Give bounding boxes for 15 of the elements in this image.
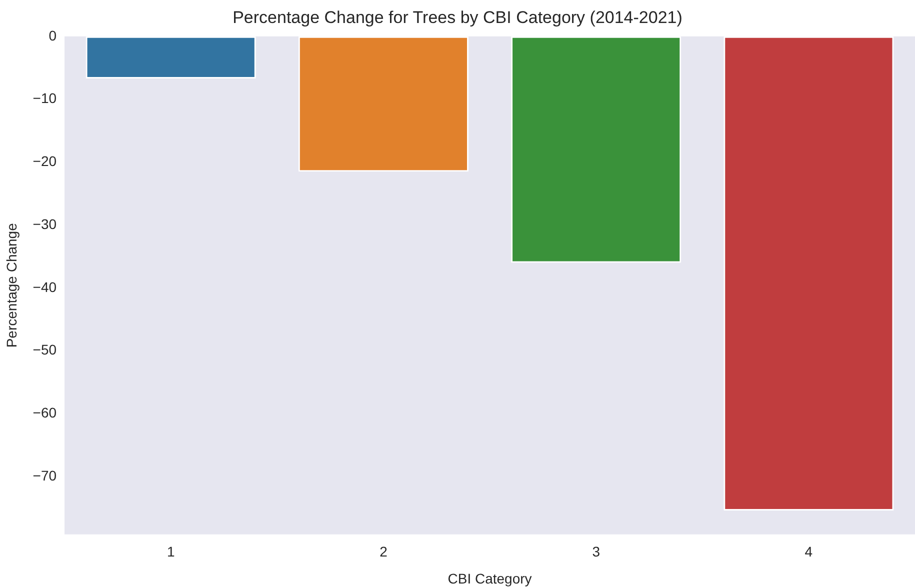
- y-tick-label: −20: [32, 153, 57, 170]
- y-tick-label: 0: [48, 27, 57, 44]
- y-tick-label: −60: [32, 404, 57, 421]
- y-tick-label: −70: [32, 467, 57, 484]
- y-tick-label: −40: [32, 278, 57, 295]
- x-tick-label: 1: [166, 544, 175, 560]
- x-tick-label: 4: [804, 544, 813, 560]
- x-axis-title: CBI Category: [448, 570, 532, 586]
- x-tick-label: 3: [592, 544, 600, 560]
- y-axis-title: Percentage Change: [3, 222, 20, 348]
- y-tick-label: −10: [32, 90, 57, 106]
- y-tick-label: −50: [32, 342, 57, 358]
- chart-title: Percentage Change for Trees by CBI Category (2014-2021): [232, 8, 682, 27]
- x-tick-label: 2: [380, 544, 388, 560]
- y-tick-label: −30: [32, 216, 57, 232]
